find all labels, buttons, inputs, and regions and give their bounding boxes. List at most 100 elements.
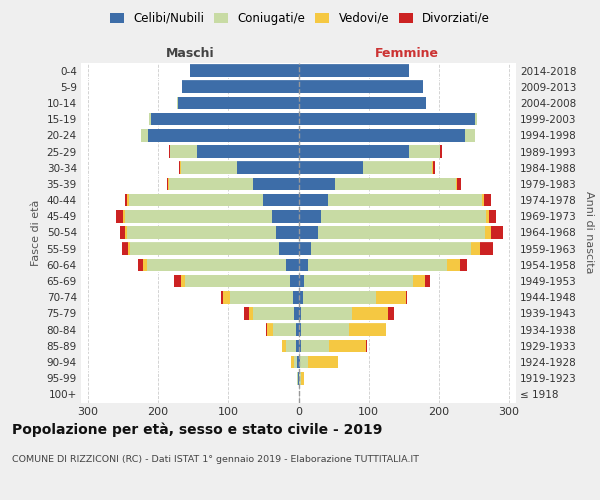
Bar [175, 275, 181, 287]
Bar [125, 210, 272, 222]
Bar [190, 64, 299, 77]
Bar [167, 178, 168, 190]
Bar [129, 194, 263, 206]
Bar [116, 210, 123, 222]
Y-axis label: Fasce di età: Fasce di età [31, 200, 41, 266]
Bar [484, 194, 491, 206]
Bar [151, 113, 299, 126]
Bar [308, 258, 447, 271]
Bar [299, 226, 318, 239]
Bar [266, 324, 267, 336]
Bar [230, 291, 293, 304]
Bar [279, 242, 299, 255]
Bar [177, 96, 178, 110]
Bar [147, 258, 286, 271]
Bar [178, 96, 299, 110]
Bar [179, 162, 180, 174]
Bar [223, 291, 230, 304]
Bar [303, 291, 376, 304]
Bar [308, 356, 338, 368]
Bar [480, 242, 493, 255]
Bar [460, 258, 467, 271]
Bar [301, 324, 349, 336]
Bar [276, 226, 299, 239]
Bar [301, 340, 329, 352]
Bar [244, 307, 250, 320]
Bar [486, 210, 488, 222]
Bar [318, 226, 485, 239]
Bar [301, 372, 304, 384]
Bar [299, 145, 409, 158]
Bar [455, 178, 457, 190]
Bar [329, 340, 366, 352]
Bar [272, 210, 299, 222]
Bar [292, 356, 293, 368]
Bar [299, 291, 303, 304]
Bar [335, 178, 455, 190]
Bar [433, 162, 434, 174]
Bar [299, 64, 409, 77]
Bar [466, 129, 475, 141]
Text: Popolazione per età, sesso e stato civile - 2019: Popolazione per età, sesso e stato civil… [12, 422, 382, 437]
Bar [321, 210, 486, 222]
Bar [143, 258, 147, 271]
Bar [299, 178, 335, 190]
Bar [267, 324, 272, 336]
Bar [293, 307, 299, 320]
Bar [471, 242, 480, 255]
Bar [181, 162, 237, 174]
Bar [149, 113, 151, 126]
Bar [388, 307, 394, 320]
Bar [180, 162, 181, 174]
Bar [253, 178, 299, 190]
Text: Maschi: Maschi [166, 47, 214, 60]
Bar [349, 324, 386, 336]
Bar [298, 372, 299, 384]
Bar [299, 129, 466, 141]
Bar [299, 80, 424, 93]
Bar [457, 178, 461, 190]
Bar [221, 291, 223, 304]
Bar [440, 145, 442, 158]
Bar [293, 291, 299, 304]
Bar [299, 372, 301, 384]
Bar [304, 275, 413, 287]
Bar [475, 113, 478, 126]
Bar [328, 194, 482, 206]
Bar [130, 242, 279, 255]
Bar [363, 162, 432, 174]
Bar [286, 340, 296, 352]
Bar [299, 340, 301, 352]
Bar [197, 145, 299, 158]
Bar [253, 307, 293, 320]
Bar [376, 291, 406, 304]
Bar [482, 194, 484, 206]
Bar [169, 145, 170, 158]
Bar [299, 210, 321, 222]
Bar [128, 242, 130, 255]
Bar [283, 340, 286, 352]
Bar [272, 324, 296, 336]
Bar [485, 226, 491, 239]
Bar [293, 356, 297, 368]
Bar [140, 129, 148, 141]
Bar [148, 129, 299, 141]
Bar [237, 162, 299, 174]
Bar [181, 275, 185, 287]
Bar [432, 162, 433, 174]
Bar [299, 356, 300, 368]
Bar [122, 242, 128, 255]
Bar [125, 226, 127, 239]
Bar [299, 324, 301, 336]
Bar [286, 258, 299, 271]
Bar [301, 307, 352, 320]
Bar [447, 258, 460, 271]
Bar [182, 80, 299, 93]
Bar [300, 356, 308, 368]
Legend: Celibi/Nubili, Coniugati/e, Vedovi/e, Divorziati/e: Celibi/Nubili, Coniugati/e, Vedovi/e, Di… [106, 8, 494, 28]
Bar [168, 178, 169, 190]
Text: Femmine: Femmine [375, 47, 439, 60]
Bar [119, 226, 125, 239]
Bar [170, 145, 197, 158]
Bar [263, 194, 299, 206]
